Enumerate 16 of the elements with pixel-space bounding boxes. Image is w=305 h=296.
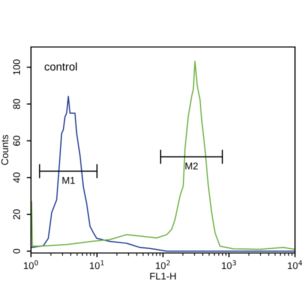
annotation: M2 (186, 162, 198, 170)
x-tick-label: 10$^{1}$ (90, 260, 104, 270)
y-tick-label: 80 (13, 98, 20, 109)
x-tick-label: 10$^{0}$ (24, 260, 38, 270)
x-tick-label: 10$^{3}$ (222, 260, 236, 270)
x-tick-label: 10$^{2}$ (156, 260, 170, 270)
y-tick-label: 0 (13, 248, 20, 254)
y-tick-label: 20 (13, 209, 20, 220)
y-axis-title: Counts (1, 134, 8, 165)
y-tick-label: 100 (13, 60, 20, 75)
x-axis-title: FL1-H (150, 272, 176, 280)
y-tick-label: 40 (13, 172, 20, 183)
y-tick-label: 60 (13, 136, 20, 146)
annotation: control (44, 62, 77, 71)
annotation: M1 (62, 177, 75, 184)
x-tick-label: 10$^{4}$ (288, 260, 302, 270)
